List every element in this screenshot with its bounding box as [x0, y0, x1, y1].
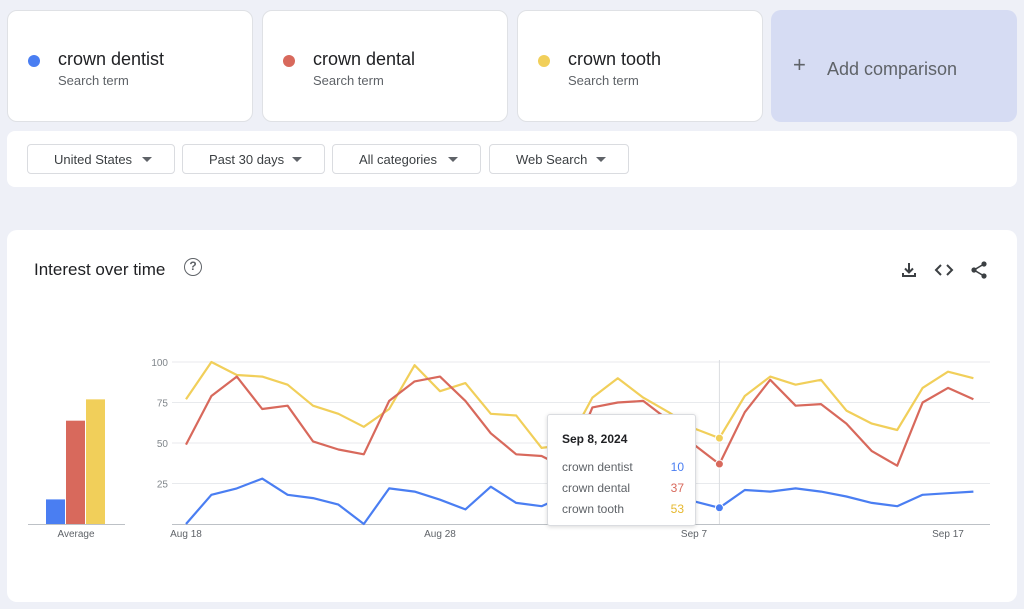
- term-subtitle-2: Search term: [313, 73, 384, 88]
- tooltip-date: Sep 8, 2024: [562, 432, 628, 446]
- caret-down-icon: [448, 157, 458, 162]
- search-term-card-3[interactable]: crown tooth Search term: [517, 10, 763, 122]
- tooltip-row-2: crown dental 37: [562, 481, 684, 495]
- category-filter-dropdown[interactable]: All categories: [332, 144, 481, 174]
- tooltip-value-1: 10: [670, 460, 684, 474]
- term-name-2: crown dental: [313, 49, 416, 69]
- term-color-dot-2: [283, 55, 295, 67]
- search-term-card-2[interactable]: crown dental Search term: [262, 10, 508, 122]
- tooltip-term-1: crown dentist: [562, 460, 633, 474]
- tooltip-term-2: crown dental: [562, 481, 631, 495]
- tooltip-term-3: crown tooth: [562, 502, 625, 516]
- caret-down-icon: [142, 157, 152, 162]
- term-name-1: crown dentist: [58, 49, 165, 69]
- interest-over-time-panel: Interest over time ?: [7, 230, 1017, 602]
- caret-down-icon: [292, 157, 302, 162]
- time-filter-label: Past 30 days: [209, 151, 285, 167]
- search-term-card-1[interactable]: crown dentist Search term: [7, 10, 253, 122]
- term-color-dot-3: [538, 55, 550, 67]
- help-icon[interactable]: ?: [184, 258, 202, 276]
- term-subtitle-1: Search term: [58, 73, 129, 88]
- tooltip-value-3: 53: [670, 502, 684, 516]
- tooltip-row-3: crown tooth 53: [562, 502, 684, 516]
- tooltip-value-2: 37: [670, 481, 684, 495]
- search-type-filter-dropdown[interactable]: Web Search: [489, 144, 629, 174]
- embed-code-icon[interactable]: [934, 260, 954, 280]
- term-color-dot-1: [28, 55, 40, 67]
- add-comparison-label: Add comparison: [827, 59, 958, 79]
- category-filter-label: All categories: [359, 151, 438, 167]
- filter-bar: United States Past 30 days All categorie…: [7, 131, 1017, 187]
- panel-title: Interest over time: [34, 260, 166, 279]
- term-subtitle-3: Search term: [568, 73, 639, 88]
- hover-tooltip: Sep 8, 2024 crown dentist 10 crown denta…: [547, 414, 696, 526]
- top-section: crown dentist Search term crown dental S…: [0, 0, 1024, 208]
- plus-icon: +: [793, 52, 806, 77]
- region-filter-dropdown[interactable]: United States: [27, 144, 175, 174]
- tooltip-row-1: crown dentist 10: [562, 460, 684, 474]
- time-filter-dropdown[interactable]: Past 30 days: [182, 144, 325, 174]
- caret-down-icon: [596, 157, 606, 162]
- search-type-filter-label: Web Search: [516, 151, 588, 167]
- share-icon[interactable]: [969, 260, 989, 280]
- add-comparison-button[interactable]: + Add comparison: [771, 10, 1017, 122]
- download-icon[interactable]: [899, 260, 919, 280]
- region-filter-label: United States: [54, 151, 133, 167]
- term-name-3: crown tooth: [568, 49, 662, 69]
